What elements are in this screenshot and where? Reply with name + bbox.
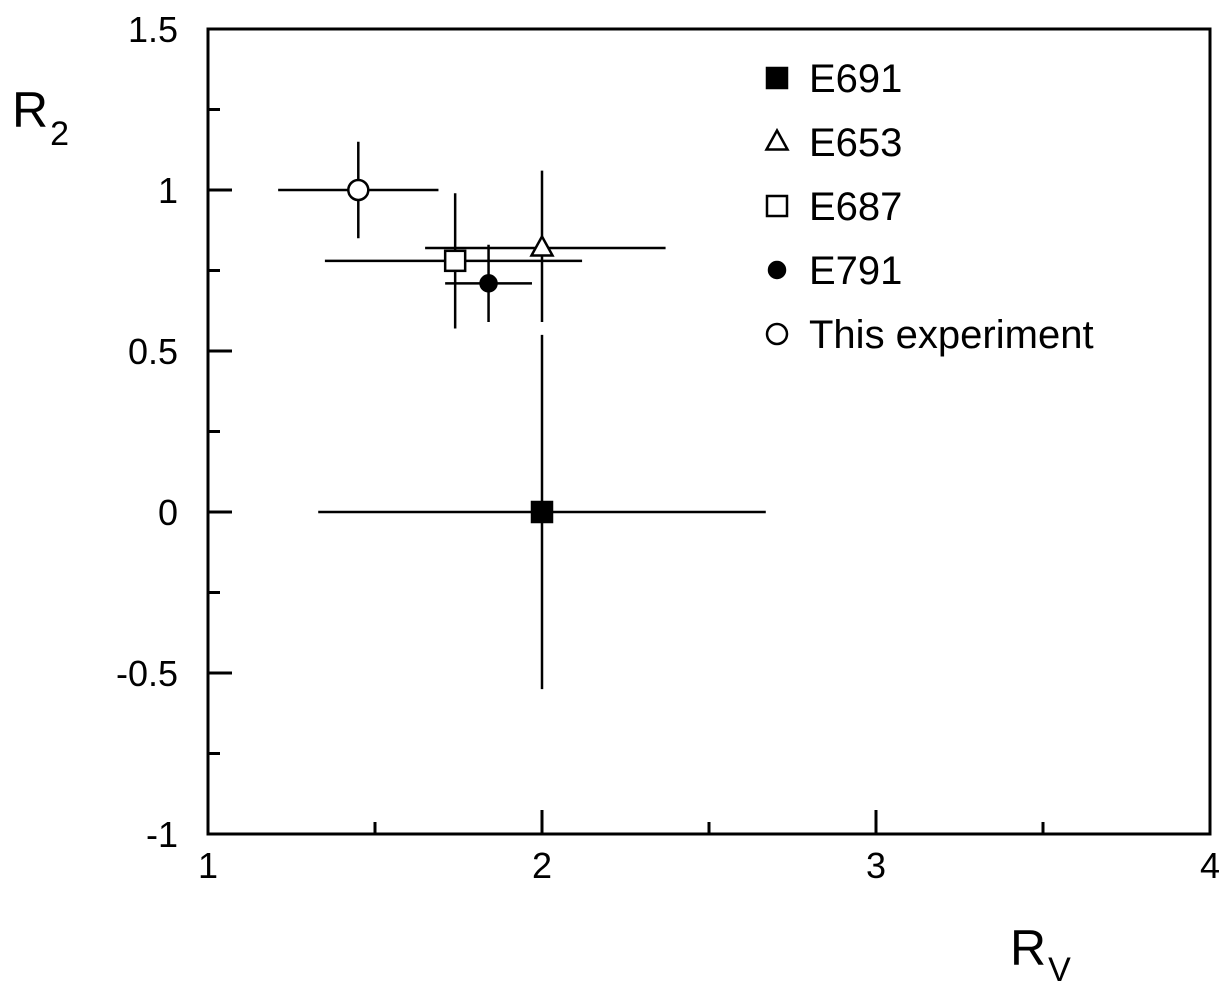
y-tick-label: 0	[158, 492, 178, 533]
legend-entry: E687	[765, 185, 902, 229]
legend-label: E687	[809, 185, 902, 229]
data-point	[445, 244, 532, 323]
legend-marker	[765, 322, 789, 346]
x-tick-label: 1	[198, 845, 218, 886]
data-point	[425, 170, 666, 323]
legend-entry: E791	[767, 249, 902, 293]
x-axis-label: RV	[1010, 920, 1071, 987]
x-tick-label: 2	[532, 845, 552, 886]
data-point	[318, 334, 766, 690]
legend-entry: E653	[764, 121, 902, 165]
legend-marker	[765, 194, 789, 218]
legend-label: E653	[809, 121, 902, 165]
point-marker	[443, 249, 467, 273]
tick-labels: 1 2 3 4 -1 -0.5 0 0.5 1 1.5	[116, 9, 1220, 886]
point-marker	[530, 500, 554, 524]
axis-ticks	[206, 27, 1212, 836]
y-axis-label: R2	[12, 82, 69, 153]
x-tick-label: 4	[1200, 845, 1220, 886]
legend-entry: This experiment	[765, 313, 1094, 357]
legend-entry: E691	[765, 57, 902, 101]
legend-label: This experiment	[809, 313, 1094, 357]
legend: E691 E653 E687 E791 This experiment	[764, 57, 1094, 357]
y-tick-label: 1	[158, 170, 178, 211]
legend-label: E791	[809, 249, 902, 293]
y-tick-label: -1	[146, 814, 178, 855]
point-marker	[529, 233, 555, 257]
legend-marker	[764, 127, 790, 151]
point-marker	[479, 274, 498, 293]
legend-label: E691	[809, 57, 902, 101]
data-point	[278, 141, 439, 239]
legend-marker	[767, 260, 787, 280]
point-marker	[347, 178, 370, 202]
data-point	[324, 193, 583, 329]
data-points	[278, 141, 766, 690]
y-tick-label: 1.5	[128, 9, 178, 50]
y-tick-label: 0.5	[128, 331, 178, 372]
legend-marker	[765, 66, 789, 90]
x-tick-label: 3	[866, 845, 886, 886]
y-tick-label: -0.5	[116, 653, 178, 694]
